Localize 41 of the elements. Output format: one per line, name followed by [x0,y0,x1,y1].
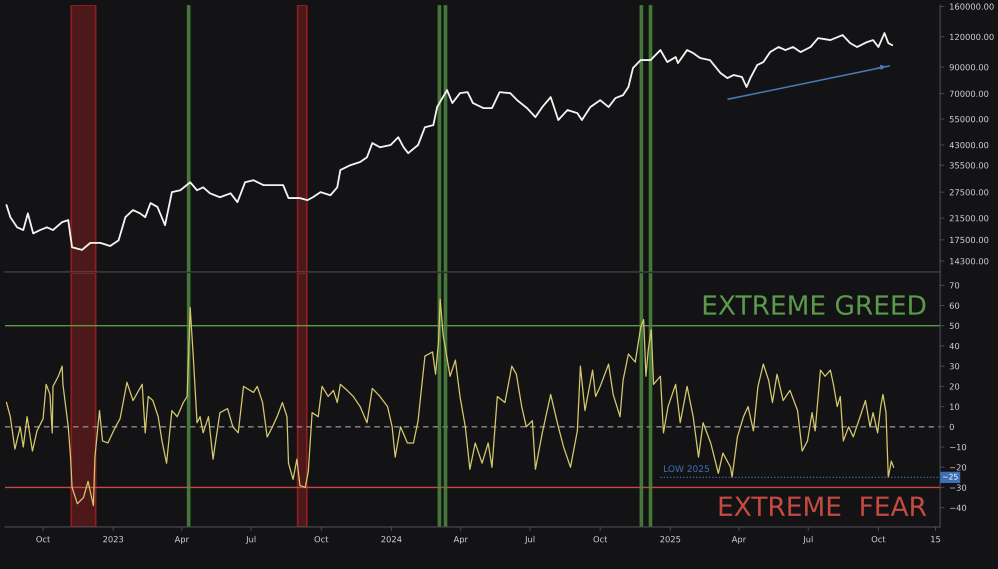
y-tick-label: 70 [950,282,960,289]
x-tick-label: Jul [802,536,813,544]
y-tick-label: 40 [950,342,960,350]
y-tick-label: 43000.00 [950,142,988,148]
x-tick-label: 15 [931,536,940,542]
y-tick-label: 21500.00 [950,215,988,222]
y-tick-label: 17500.00 [950,236,988,244]
x-tick-label: 2024 [381,536,402,542]
y-tick-label: 70000.00 [950,90,988,97]
y-tick-label: 20 [950,383,960,390]
y-tick-label: −20 [950,464,966,471]
y-tick-label: −40 [950,504,966,511]
ref-line-label: EXTREME FEAR [720,496,926,516]
y-tick-label: −10 [950,444,966,450]
x-tick-label: Apr [174,536,190,544]
x-tick-label: Oct [872,536,886,542]
y-tick-label: 120000.00 [950,34,994,40]
y-tick-label: 0 [950,424,954,430]
y-tick-label: 27500.00 [950,189,988,196]
y-tick-label: 55000.00 [950,116,988,122]
x-tick-label: Oct [314,536,328,542]
x-tick-label: 2025 [660,536,680,542]
x-tick-label: Oct [593,536,608,542]
y-tick-label: 30 [950,363,960,370]
y-tick-label: 90000.00 [950,64,988,70]
x-tick-label: Jul [524,536,534,544]
y-tick-label: 10 [950,404,960,410]
x-tick-label: Jul [246,536,256,544]
x-tick-label: 2023 [103,536,124,542]
line-series [6,32,894,251]
x-tick-label: Apr [732,536,746,544]
y-tick-label: 60 [950,302,960,309]
ref-line-label: EXTREME GREED [704,295,926,316]
series-label: LOW 2025 [664,465,709,472]
y-tick-label: 160000.00 [950,3,994,10]
y-tick-label: 35500.00 [950,162,988,169]
x-tick-label: Apr [454,536,468,544]
y-tick-label: 50 [950,322,960,329]
y-tick-label: −30 [950,484,966,491]
y-tick-label: 14300.00 [950,258,988,264]
x-tick-label: Oct [36,536,50,542]
